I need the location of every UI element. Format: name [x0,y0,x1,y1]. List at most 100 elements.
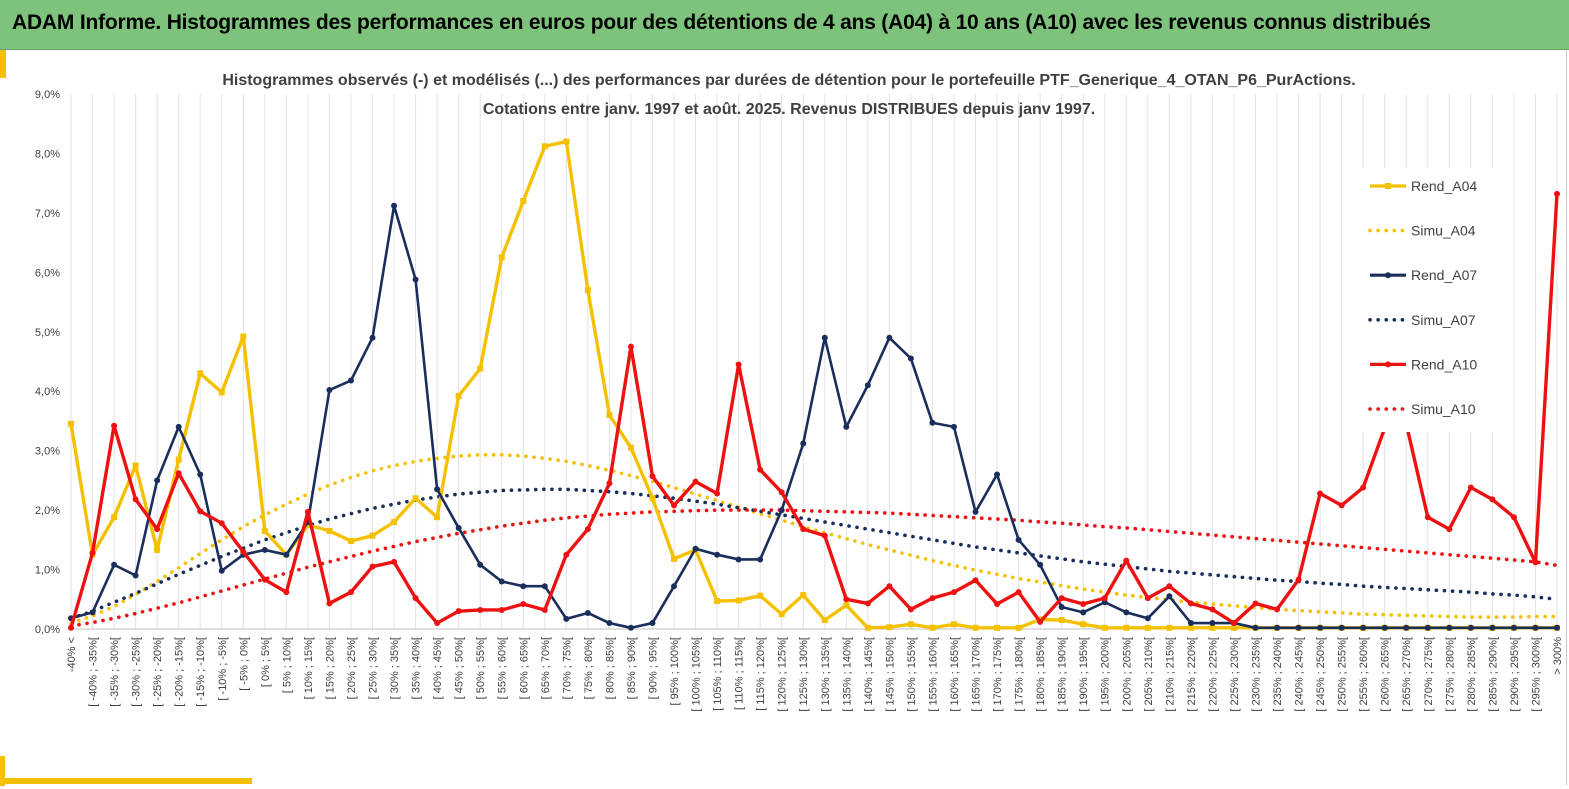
data-point-rend-a10 [1101,595,1108,602]
data-point-rend-a07 [412,276,419,283]
x-tick-label: [ 180% ; 185%[ [1035,637,1047,712]
data-point-rend-a04 [412,495,419,502]
data-point-rend-a07 [1037,561,1044,568]
data-point-rend-a10 [1166,583,1173,590]
x-tick-label: [ 265% ; 270%[ [1401,637,1413,712]
data-point-rend-a07 [175,423,182,430]
data-point-rend-a07 [154,477,161,484]
data-point-rend-a07 [929,419,936,426]
data-point-rend-a07 [886,334,893,341]
x-tick-label: [ 290% ; 295%[ [1509,637,1521,712]
data-point-rend-a10 [218,520,225,527]
data-point-rend-a10 [477,606,484,613]
x-tick-label: [ -15% ; -10%[ [195,637,207,707]
data-point-rend-a07 [1144,615,1151,622]
data-point-rend-a10 [606,480,613,487]
x-tick-label: > 300% [1552,637,1564,675]
data-point-rend-a10 [1274,606,1281,613]
data-point-rend-a07 [132,572,139,579]
data-point-rend-a04 [455,392,462,399]
data-point-rend-a07 [671,583,678,590]
data-point-rend-a04 [1166,624,1173,631]
x-tick-label: [ 115% ; 120%[ [755,637,767,711]
data-point-rend-a10 [520,601,527,608]
data-point-rend-a07 [1467,624,1474,631]
x-tick-label: [ 35% ; 40%[ [411,637,423,699]
data-point-rend-a04 [757,592,764,599]
data-point-rend-a10 [584,526,591,533]
data-point-rend-a10 [89,549,96,556]
y-tick-label: 0,0% [35,624,60,636]
legend-item-simu-a10: Simu_A10 [1368,401,1476,417]
x-tick-label: [ 110% ; 115%[ [734,637,746,710]
x-tick-label: [ 190% ; 195%[ [1078,637,1090,712]
data-point-rend-a07 [541,583,548,590]
data-point-rend-a07 [347,377,354,384]
data-point-rend-a10 [929,595,936,602]
data-point-rend-a04 [520,198,527,204]
data-point-rend-a07 [1381,624,1388,631]
x-tick-label: [ 205% ; 210%[ [1143,637,1155,712]
legend-item-simu-a07: Simu_A07 [1368,312,1476,328]
legend-label: Simu_A10 [1411,401,1476,417]
data-point-rend-a04 [1080,621,1087,628]
data-point-rend-a07 [1080,609,1087,616]
data-point-rend-a04 [477,365,484,372]
x-tick-label: [ -5% ; 0%[ [238,637,250,691]
x-tick-label: [ 130% ; 135%[ [820,637,832,712]
data-point-rend-a10 [821,532,828,539]
data-point-rend-a10 [1554,190,1560,197]
x-axis: -40% < [ -40% ; -35%[[ -35% ; -30%[[ -30%… [66,637,1564,712]
data-point-rend-a07 [89,609,96,616]
chart-title-line-1: Histogrammes observés (-) et modélisés (… [222,72,1355,89]
data-point-rend-a10 [563,551,570,558]
x-tick-label: [ 85% ; 90%[ [626,637,638,699]
data-point-rend-a10 [757,466,764,473]
x-tick-label: [ 5% ; 10%[ [281,637,293,693]
data-point-rend-a04 [972,624,979,631]
data-point-rend-a04 [606,412,613,418]
data-point-rend-a07 [1295,624,1302,631]
x-tick-label: [ 220% ; 225%[ [1207,637,1219,712]
y-tick-label: 8,0% [35,148,60,160]
data-point-rend-a04 [175,456,182,463]
x-tick-label: [ 65% ; 70%[ [540,637,552,699]
data-point-rend-a10 [843,596,850,603]
x-tick-label: [ 230% ; 235%[ [1250,637,1262,712]
data-point-rend-a07 [1489,624,1496,631]
data-point-rend-a07 [1446,624,1453,631]
x-tick-label: [ 135% ; 140%[ [841,637,853,712]
data-point-rend-a07 [1123,609,1130,616]
x-tick-label: [ -20% ; -15%[ [174,637,186,707]
data-point-rend-a07 [1424,624,1431,631]
data-point-rend-a04 [563,138,570,145]
data-point-rend-a07 [606,620,613,627]
data-point-rend-a07 [649,620,656,627]
x-tick-label: [ 260% ; 265%[ [1380,637,1392,712]
data-point-rend-a04 [584,287,591,294]
data-point-rend-a04 [778,611,785,618]
data-point-rend-a04 [950,621,957,628]
x-tick-label: [ 255% ; 260%[ [1358,637,1370,712]
chart-title-line-2: Cotations entre janv. 1997 et août. 2025… [483,101,1095,118]
legend-marker [1385,272,1391,279]
x-tick-label: [ 245% ; 250%[ [1315,637,1327,712]
data-point-rend-a10 [800,526,807,533]
data-point-rend-a04 [1058,617,1065,624]
x-tick-label: [ 140% ; 145%[ [863,637,875,712]
x-tick-label: [ 10% ; 15%[ [303,637,315,699]
x-tick-label: [ 185% ; 190%[ [1057,637,1069,712]
data-point-rend-a10 [1446,526,1453,533]
x-tick-label: [ 75% ; 80%[ [583,637,595,699]
x-tick-label: [ 160% ; 165%[ [949,637,961,712]
x-tick-label: [ 195% ; 200%[ [1100,637,1112,712]
data-point-rend-a10 [68,624,74,631]
data-point-rend-a04 [434,514,441,521]
data-point-rend-a10 [864,600,871,607]
data-point-rend-a07 [283,551,290,558]
legend-label: Rend_A10 [1411,356,1477,372]
data-point-rend-a07 [111,561,118,568]
accent-bar-bottom-left-vertical [0,756,5,786]
data-point-rend-a04 [1209,624,1216,631]
data-point-rend-a10 [1187,600,1194,607]
